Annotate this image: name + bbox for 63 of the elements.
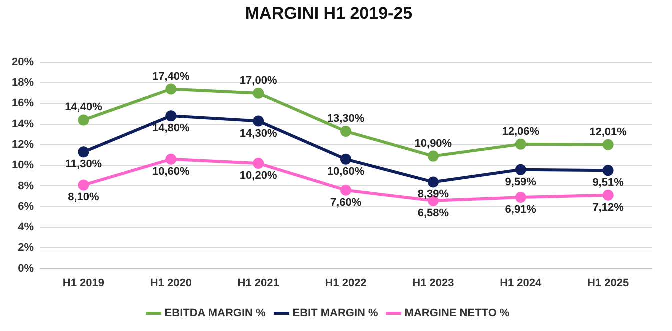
y-tick-label: 18% [12, 77, 34, 90]
data-label: 14,80% [152, 122, 190, 135]
data-label: 17,00% [240, 74, 278, 87]
data-label: 12,06% [502, 126, 540, 138]
x-tick-label: H1 2022 [325, 277, 367, 290]
point [340, 126, 352, 138]
x-tick-label: H1 2024 [500, 277, 543, 290]
y-tick-label: 16% [12, 98, 34, 110]
y-tick-label: 12% [12, 138, 34, 151]
point [340, 184, 352, 196]
y-tick-label: 8% [18, 180, 34, 192]
y-tick-label: 14% [12, 118, 34, 130]
y-tick-label: 0% [18, 262, 34, 275]
data-label: 7,12% [592, 202, 624, 214]
chart-title: MARGINI H1 2019-25 [245, 4, 413, 23]
point [515, 138, 526, 150]
point [166, 110, 177, 122]
x-tick-label: H1 2021 [238, 277, 280, 290]
data-label: 14,30% [240, 128, 278, 140]
data-label: 14,40% [65, 102, 103, 114]
y-tick-label: 6% [18, 200, 34, 213]
data-label: 10,20% [240, 170, 278, 182]
point [253, 158, 264, 170]
data-label: 6,58% [418, 207, 450, 220]
data-label: 13,30% [327, 113, 365, 126]
y-tick-label: 4% [18, 222, 34, 234]
data-label: 11,30% [65, 158, 102, 171]
legend-label: EBITDA MARGIN % [164, 308, 266, 320]
point [78, 114, 90, 126]
data-label: 8,39% [418, 188, 450, 201]
y-tick-label: 2% [18, 242, 34, 254]
data-label: 7,60% [330, 196, 362, 209]
legend-label: MARGINE NETTO % [404, 308, 510, 320]
point [340, 154, 352, 165]
y-tick-label: 20% [12, 56, 34, 68]
data-label: 17,40% [152, 70, 190, 83]
point [78, 180, 90, 191]
point [166, 84, 177, 95]
data-label: 10,60% [327, 166, 365, 178]
data-label: 9,59% [505, 176, 537, 188]
x-tick-label: H1 2023 [412, 277, 454, 290]
data-label: 10,90% [414, 138, 452, 150]
data-label: 10,60% [152, 166, 190, 178]
point [428, 176, 439, 188]
point [602, 139, 614, 150]
point [602, 165, 614, 176]
point [253, 88, 264, 99]
data-label: 6,91% [505, 204, 537, 216]
x-tick-label: H1 2020 [150, 277, 192, 290]
x-tick-label: H1 2025 [587, 277, 630, 290]
point [428, 150, 439, 162]
y-tick-label: 10% [12, 160, 34, 172]
point [602, 190, 614, 201]
point [515, 192, 526, 203]
point [166, 154, 177, 165]
data-label: 8,10% [68, 192, 100, 204]
data-label: 9,51% [592, 177, 624, 190]
point [253, 116, 264, 127]
point [78, 146, 90, 158]
legend-label: EBIT MARGIN % [292, 308, 379, 320]
x-tick-label: H1 2019 [62, 277, 105, 290]
point [515, 164, 526, 176]
data-label: 12,01% [590, 126, 628, 138]
